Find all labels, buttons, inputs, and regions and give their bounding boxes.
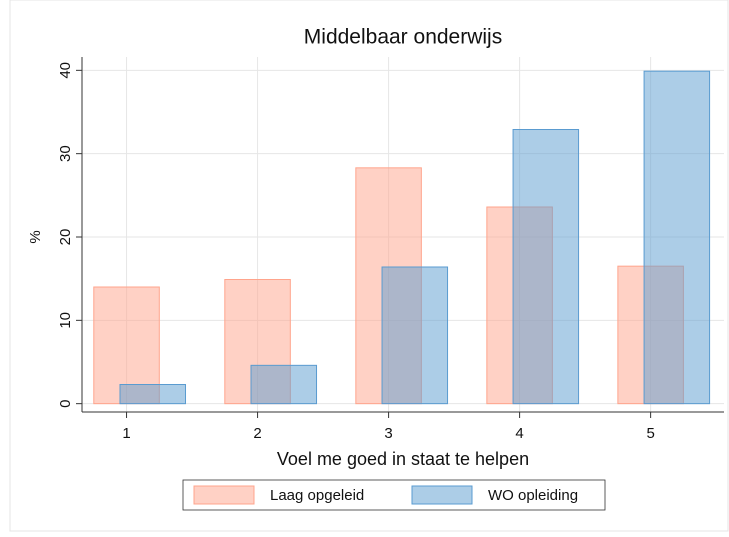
x-axis-label: Voel me goed in staat te helpen — [277, 449, 529, 469]
y-tick-label: 30 — [57, 145, 74, 162]
legend-label: WO opleiding — [488, 487, 578, 504]
bar — [512, 129, 580, 405]
bar — [643, 70, 711, 405]
x-tick-label: 4 — [515, 425, 523, 442]
y-axis-label: % — [27, 230, 44, 243]
y-tick-label: 40 — [57, 62, 74, 79]
bar — [119, 384, 187, 405]
y-tick-label: 10 — [57, 312, 74, 329]
x-tick-label: 1 — [122, 425, 130, 442]
chart-title: Middelbaar onderwijs — [304, 26, 502, 49]
x-tick-label: 5 — [646, 425, 654, 442]
y-tick-label: 20 — [57, 229, 74, 246]
legend-swatch — [193, 485, 255, 505]
bar — [250, 364, 318, 405]
legend-swatch — [411, 485, 473, 505]
legend-label: Laag opgeleid — [270, 487, 364, 504]
y-tick-label: 0 — [57, 399, 74, 407]
bar — [381, 266, 449, 405]
x-tick-label: 2 — [253, 425, 261, 442]
x-tick-label: 3 — [384, 425, 392, 442]
